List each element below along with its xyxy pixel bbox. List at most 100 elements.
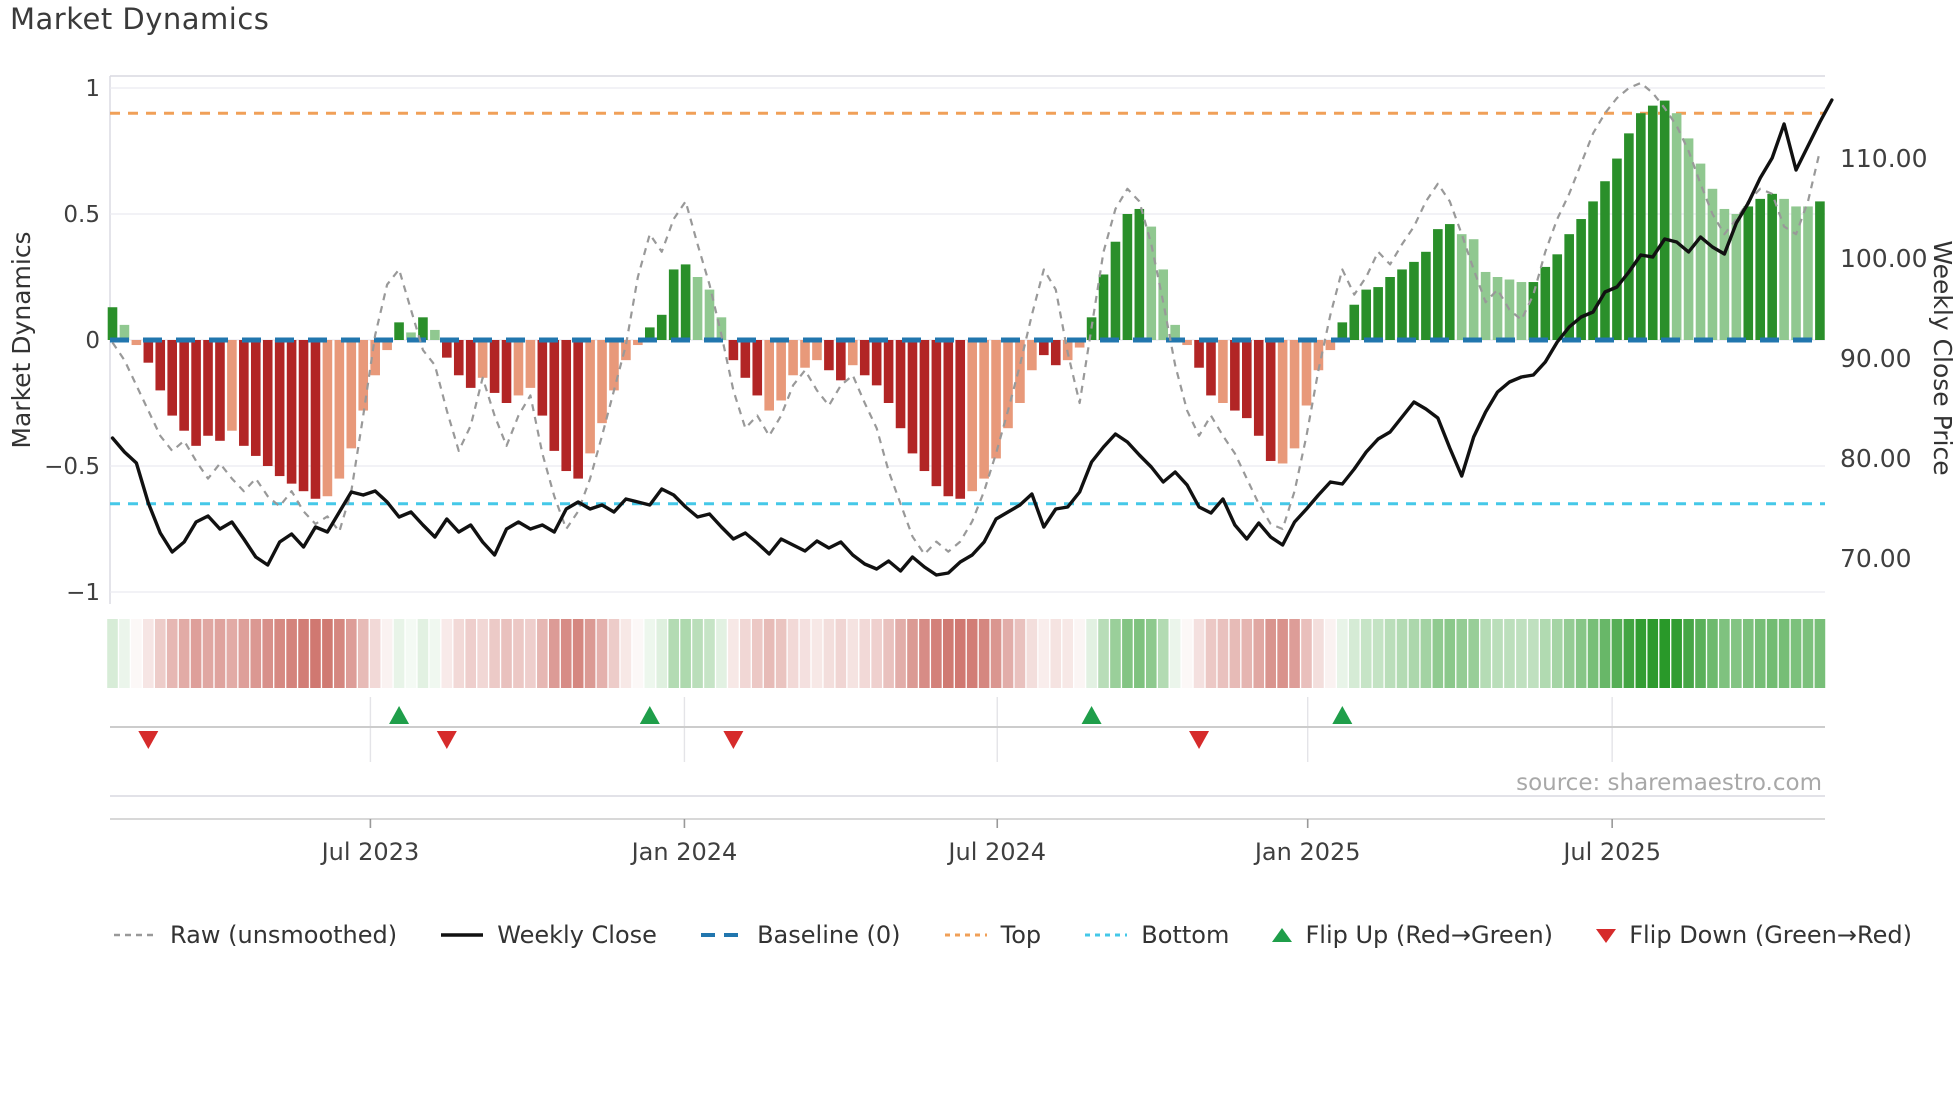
dynamics-bar — [656, 314, 667, 340]
dynamics-bar — [1624, 133, 1634, 340]
dynamics-bar — [1671, 113, 1682, 340]
heatmap-cell — [1766, 619, 1778, 688]
right-y-tick-label: 80.00 — [1840, 444, 1912, 473]
dynamics-bar — [203, 340, 213, 436]
heatmap-cell — [871, 619, 882, 688]
legend-item-baseline: Baseline (0) — [699, 921, 900, 949]
raw-line-swatch-icon — [114, 933, 156, 937]
heatmap-cell — [1181, 619, 1193, 688]
heatmap-cell — [1671, 619, 1682, 688]
heatmap-cell — [907, 619, 918, 688]
heatmap-cell — [966, 619, 978, 688]
heatmap-cell — [1122, 619, 1133, 688]
dynamics-bar — [764, 340, 774, 411]
dynamics-bar — [1325, 340, 1336, 351]
dynamics-bar — [895, 340, 906, 429]
dynamics-bar — [215, 340, 225, 441]
dynamics-bar — [955, 340, 966, 499]
flip-up-marker — [639, 706, 660, 724]
dynamics-bar — [1242, 340, 1252, 419]
heatmap-cell — [1456, 619, 1468, 688]
dynamics-bar — [406, 332, 416, 340]
dynamics-bar — [740, 340, 751, 378]
heatmap-cell — [346, 619, 357, 688]
dynamics-bar — [907, 340, 918, 454]
heatmap-cell — [357, 619, 369, 688]
heatmap-cell — [214, 619, 226, 688]
heatmap-cell — [429, 619, 441, 688]
heatmap-cell — [1611, 619, 1623, 688]
heatmap-cell — [1372, 619, 1384, 688]
dynamics-bar — [812, 340, 822, 361]
heatmap-cell — [1408, 619, 1420, 688]
heatmap-cell — [1695, 619, 1706, 688]
legend-item-flip-up: Flip Up (Red→Green) — [1271, 921, 1553, 949]
dynamics-bar — [1182, 340, 1192, 346]
dynamics-bar — [1468, 239, 1479, 340]
dynamics-bar — [1456, 234, 1467, 340]
dynamics-bar — [967, 340, 977, 492]
heatmap-cell — [1157, 619, 1169, 688]
heatmap-cell — [1492, 619, 1503, 688]
heatmap-cell — [1659, 619, 1670, 688]
heatmap-cell — [716, 619, 727, 688]
heatmap-cell — [1504, 619, 1515, 688]
heatmap-cell — [608, 619, 620, 688]
heatmap-cell — [1313, 619, 1324, 688]
right-axis-title: Weekly Close Price — [1928, 240, 1957, 475]
dynamics-bar — [239, 340, 249, 446]
left-y-tick-label: 0.5 — [63, 202, 100, 228]
heatmap-cell — [1731, 619, 1742, 688]
heatmap-cell — [166, 619, 178, 688]
heatmap-cell — [620, 619, 632, 688]
dynamics-bar — [1612, 158, 1622, 340]
dynamics-bar — [394, 322, 404, 340]
heatmap-cell — [692, 619, 703, 688]
heatmap-cell — [310, 619, 321, 688]
left-y-tick-label: −0.5 — [44, 454, 100, 480]
flip-up-marker — [1332, 706, 1353, 724]
dynamics-bar — [1683, 138, 1694, 340]
dynamics-bar — [1301, 340, 1312, 406]
dynamics-bar — [1743, 206, 1754, 340]
x-tick-label: Jul 2025 — [1561, 838, 1661, 866]
dynamics-bar — [788, 340, 798, 376]
heatmap-cell — [274, 619, 285, 688]
dynamics-bar — [358, 340, 369, 411]
heatmap-cell — [1002, 619, 1014, 688]
heatmap-cell — [1289, 619, 1300, 688]
dynamics-bar — [322, 340, 333, 497]
heatmap-cell — [537, 619, 548, 688]
heatmap-cell — [632, 619, 644, 688]
dynamics-bar — [1373, 287, 1383, 340]
heatmap-cell — [1253, 619, 1265, 688]
dynamics-bar — [155, 340, 166, 391]
raw-line — [111, 81, 1821, 556]
heatmap-cell — [1623, 619, 1635, 688]
heatmap-cell — [883, 619, 894, 688]
heatmap-cell — [226, 619, 238, 688]
dynamics-bar — [919, 340, 930, 472]
dynamics-bar — [1098, 274, 1109, 340]
left-y-tick-label: 0 — [85, 328, 100, 354]
heatmap-cell — [1217, 619, 1229, 688]
x-tick-label: Jul 2023 — [320, 838, 420, 866]
flip-up-triangle-icon — [1272, 928, 1293, 942]
dynamics-bar — [382, 340, 392, 351]
heatmap-cell — [931, 619, 942, 688]
heatmap-cell — [835, 619, 847, 688]
baseline-swatch-icon — [701, 933, 744, 937]
heatmap-cell — [286, 619, 297, 688]
left-y-tick-label: 1 — [85, 76, 100, 102]
dynamics-bar — [1027, 340, 1037, 371]
heatmap-cell — [143, 619, 154, 688]
dynamics-bar — [1564, 234, 1574, 340]
dynamics-bar — [859, 340, 870, 376]
dynamics-bar — [716, 317, 727, 340]
heatmap-cell — [954, 619, 966, 688]
dynamics-bar — [453, 340, 464, 376]
dynamics-bar — [1289, 340, 1300, 449]
right-y-tick-label: 100.00 — [1840, 244, 1927, 273]
heatmap-cell — [369, 619, 381, 688]
heatmap-cell — [190, 619, 202, 688]
